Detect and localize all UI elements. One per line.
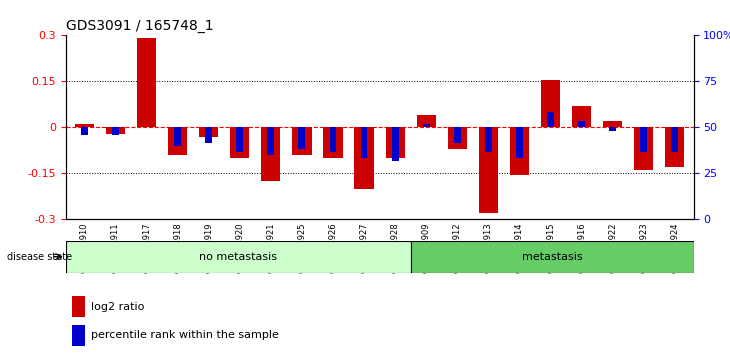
- Bar: [230, 127, 250, 158]
- Bar: [610, 127, 616, 131]
- Bar: [485, 127, 492, 152]
- Bar: [323, 127, 342, 158]
- Bar: [541, 80, 560, 127]
- Bar: [672, 127, 678, 152]
- Bar: [66, 241, 411, 273]
- Text: GDS3091 / 165748_1: GDS3091 / 165748_1: [66, 19, 213, 33]
- Text: percentile rank within the sample: percentile rank within the sample: [91, 330, 280, 341]
- Bar: [578, 121, 585, 127]
- Bar: [603, 121, 623, 127]
- Bar: [72, 296, 85, 317]
- Text: metastasis: metastasis: [522, 252, 583, 262]
- Bar: [423, 124, 430, 127]
- Bar: [361, 127, 367, 158]
- Text: no metastasis: no metastasis: [199, 252, 277, 262]
- Bar: [112, 127, 119, 135]
- Bar: [510, 127, 529, 175]
- Bar: [205, 127, 212, 143]
- Bar: [417, 115, 436, 127]
- Bar: [447, 127, 467, 149]
- Bar: [74, 124, 94, 127]
- Bar: [168, 127, 187, 155]
- Bar: [261, 127, 280, 181]
- Bar: [547, 112, 554, 127]
- Bar: [572, 106, 591, 127]
- Bar: [329, 127, 337, 152]
- Bar: [479, 127, 498, 213]
- Bar: [174, 127, 181, 146]
- Bar: [454, 127, 461, 143]
- Bar: [299, 127, 305, 149]
- Bar: [640, 127, 648, 152]
- Bar: [411, 241, 694, 273]
- Text: disease state: disease state: [7, 252, 72, 262]
- Bar: [292, 127, 312, 155]
- Bar: [72, 325, 85, 346]
- Bar: [106, 127, 125, 133]
- Bar: [392, 127, 399, 161]
- Bar: [516, 127, 523, 158]
- Text: log2 ratio: log2 ratio: [91, 302, 145, 312]
- Bar: [634, 127, 653, 170]
- Bar: [237, 127, 243, 152]
- Bar: [81, 127, 88, 135]
- Bar: [267, 127, 274, 155]
- Bar: [665, 127, 685, 167]
- Bar: [385, 127, 404, 158]
- Bar: [199, 127, 218, 137]
- Bar: [137, 39, 156, 127]
- Bar: [355, 127, 374, 189]
